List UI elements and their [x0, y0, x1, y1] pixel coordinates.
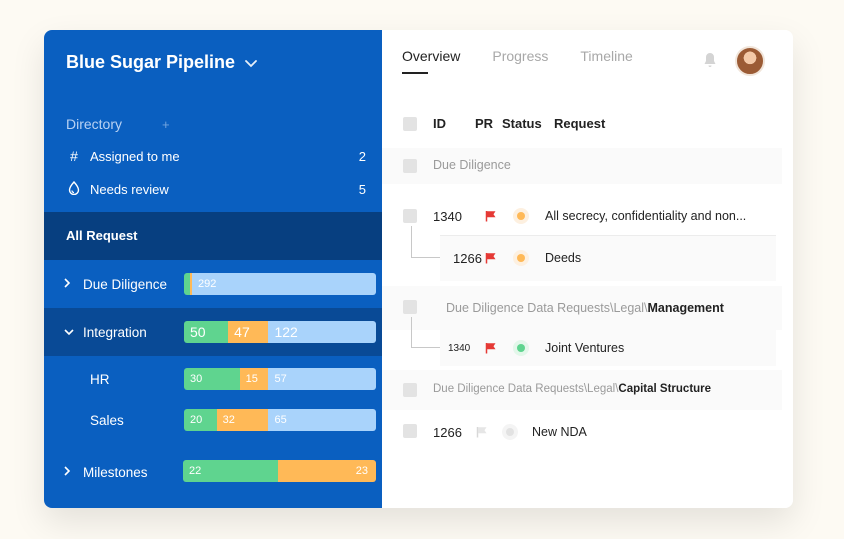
section-row	[382, 286, 782, 330]
tab-progress[interactable]: Progress	[492, 48, 549, 64]
row-id: 1266	[433, 425, 462, 440]
section-row	[382, 370, 782, 410]
pipeline-selector[interactable]: Blue Sugar Pipeline	[66, 52, 257, 73]
row-checkbox[interactable]	[403, 300, 417, 314]
group-label: Integration	[83, 324, 147, 340]
sidebar-item-needs-review[interactable]: Needs review 5	[66, 180, 366, 198]
select-all-checkbox[interactable]	[403, 117, 417, 131]
bar-segment-orange: 15	[239, 368, 269, 390]
bar-segment-blue: 57	[268, 368, 376, 390]
avatar[interactable]	[735, 46, 765, 76]
chevron-down-icon	[245, 57, 257, 71]
subgroup-sales[interactable]: Sales 20 32 65	[44, 396, 382, 444]
request-title[interactable]: Deeds	[545, 251, 582, 265]
hash-icon: #	[70, 148, 78, 164]
bar-segment-blue: 292	[192, 273, 376, 295]
row-checkbox[interactable]	[403, 383, 417, 397]
chevron-right-icon[interactable]	[64, 465, 71, 479]
row-id: 1340	[433, 209, 462, 224]
row-checkbox[interactable]	[403, 424, 417, 438]
droplet-icon	[66, 180, 82, 198]
progress-bar: 50 47 122	[184, 321, 376, 343]
sidebar: Blue Sugar Pipeline Directory + # Assign…	[44, 30, 382, 508]
column-header-pr[interactable]: PR	[475, 116, 494, 131]
directory-label: Directory	[66, 116, 123, 132]
subgroup-hr[interactable]: HR 30 15 57	[44, 355, 382, 403]
app-window: Blue Sugar Pipeline Directory + # Assign…	[44, 30, 793, 508]
section-row	[382, 148, 782, 184]
group-due-diligence[interactable]: Due Diligence 9 1 292	[44, 260, 382, 308]
row-checkbox[interactable]	[403, 159, 417, 173]
section-path-leaf: Management	[647, 301, 724, 315]
request-title[interactable]: Joint Ventures	[545, 341, 625, 355]
main-panel: Overview Progress Timeline ID PR Status …	[382, 30, 793, 508]
sidebar-item-count: 2	[358, 148, 366, 164]
status-indicator[interactable]	[513, 250, 529, 266]
directory-header: Directory +	[66, 116, 170, 132]
request-title[interactable]: New NDA	[532, 425, 587, 439]
plus-icon[interactable]: +	[162, 116, 170, 132]
column-header-id[interactable]: ID	[433, 116, 446, 131]
all-request-label: All Request	[66, 228, 138, 243]
row-checkbox[interactable]	[403, 209, 417, 223]
tree-connector	[411, 317, 440, 348]
status-indicator[interactable]	[502, 424, 518, 440]
section-path: Due Diligence Data Requests\Legal\Manage…	[446, 301, 724, 315]
group-milestones[interactable]: Milestones 22 23	[44, 448, 382, 496]
tab-bar: Overview Progress Timeline	[402, 48, 633, 74]
progress-bar: 9 1 292	[184, 273, 376, 295]
bar-segment-orange: 47	[228, 321, 269, 343]
progress-bar: 20 32 65	[184, 409, 376, 431]
bar-segment-green: 22	[183, 460, 278, 482]
bar-segment-blue: 122	[268, 321, 376, 343]
child-row	[440, 330, 776, 366]
bar-segment-orange: 23	[277, 460, 376, 482]
section-path-prefix: Due Diligence Data Requests\Legal\	[433, 383, 619, 395]
status-indicator[interactable]	[513, 340, 529, 356]
bar-segment-blue: 65	[268, 409, 376, 431]
row-id: 1340	[448, 343, 471, 354]
child-row	[440, 235, 776, 281]
flag-icon[interactable]	[485, 342, 497, 354]
chevron-right-icon[interactable]	[64, 277, 71, 291]
sidebar-item-assigned[interactable]: # Assigned to me 2	[66, 148, 366, 164]
bar-segment-green: 50	[184, 321, 229, 343]
bar-segment-green: 30	[184, 368, 240, 390]
section-path-leaf: Capital Structure	[618, 383, 712, 395]
bar-segment-orange: 32	[216, 409, 269, 431]
subgroup-label: Sales	[90, 412, 124, 428]
section-label: Due Diligence	[433, 158, 511, 172]
group-label: Due Diligence	[83, 276, 168, 292]
group-integration[interactable]: Integration 50 47 122	[44, 308, 382, 356]
chevron-down-icon[interactable]	[64, 325, 74, 339]
section-path-prefix: Due Diligence Data Requests\Legal\	[446, 301, 648, 315]
progress-bar: 22 23	[183, 460, 376, 482]
request-title[interactable]: All secrecy, confidentiality and non...	[545, 209, 747, 223]
section-path: Due Diligence Data Requests\Legal\Capita…	[433, 383, 711, 395]
tab-overview[interactable]: Overview	[402, 48, 461, 74]
all-request-header[interactable]: All Request	[44, 212, 382, 260]
tree-connector	[411, 226, 440, 258]
flag-icon[interactable]	[476, 426, 488, 438]
pipeline-title: Blue Sugar Pipeline	[66, 52, 236, 72]
row-id: 1266	[453, 251, 482, 266]
subgroup-label: HR	[90, 371, 110, 387]
column-header-request[interactable]: Request	[554, 116, 606, 131]
bell-icon[interactable]	[703, 52, 717, 68]
group-label: Milestones	[83, 464, 148, 480]
sidebar-item-count: 5	[358, 182, 366, 197]
progress-bar: 30 15 57	[184, 368, 376, 390]
column-header-status[interactable]: Status	[502, 116, 542, 131]
sidebar-item-label: Needs review	[90, 182, 169, 197]
flag-icon[interactable]	[485, 210, 497, 222]
bar-segment-green: 20	[184, 409, 217, 431]
flag-icon[interactable]	[485, 252, 497, 264]
tab-timeline[interactable]: Timeline	[580, 48, 633, 64]
sidebar-item-label: Assigned to me	[90, 148, 180, 164]
status-indicator[interactable]	[513, 208, 529, 224]
